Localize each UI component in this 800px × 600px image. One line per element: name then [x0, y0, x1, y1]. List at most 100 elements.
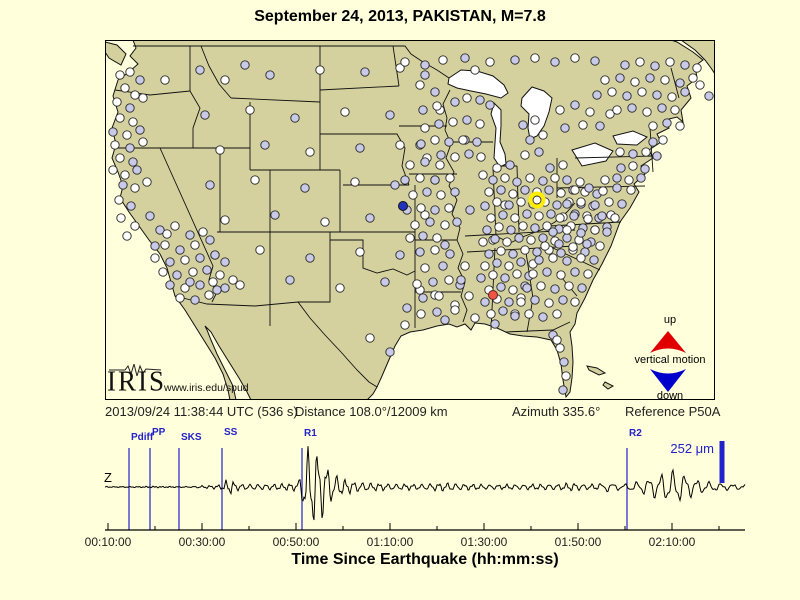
station-dot-selected-blue[interactable]	[398, 201, 408, 211]
station-dot	[438, 261, 448, 271]
station-dot	[534, 147, 544, 157]
station-dot	[492, 258, 502, 268]
station-dot	[138, 137, 148, 147]
phase-label-SS: SS	[224, 427, 238, 438]
station-dot	[558, 295, 568, 305]
station-dot	[494, 222, 504, 232]
tick-label: 01:10:00	[367, 535, 414, 549]
station-dot	[305, 147, 315, 157]
station-dot	[418, 293, 428, 303]
station-dot	[180, 283, 190, 293]
station-dot	[542, 267, 552, 277]
station-dot	[498, 306, 508, 316]
station-dot	[556, 270, 566, 280]
station-dot	[162, 229, 172, 239]
station-dot	[160, 240, 170, 250]
station-dot	[428, 277, 438, 287]
station-dot	[576, 197, 586, 207]
station-dot	[569, 211, 579, 221]
station-dot	[548, 253, 558, 263]
station-dot	[115, 113, 125, 123]
station-dot	[135, 125, 145, 135]
station-dot	[458, 135, 468, 145]
station-dot	[335, 283, 345, 293]
station-dot	[436, 190, 446, 200]
station-dot	[380, 277, 390, 287]
station-dot	[435, 160, 445, 170]
station-dot	[520, 150, 530, 160]
station-dot	[430, 175, 440, 185]
station-dot	[220, 283, 230, 293]
station-dots	[108, 53, 714, 395]
station-dot	[570, 100, 580, 110]
station-dot	[530, 53, 540, 63]
station-dot	[490, 234, 500, 244]
station-dot	[562, 175, 572, 185]
station-dot	[510, 55, 520, 65]
station-dot	[506, 225, 516, 235]
station-dot	[412, 279, 422, 289]
station-dot	[464, 149, 474, 159]
station-dot	[430, 87, 440, 97]
station-dot	[704, 91, 714, 101]
station-dot	[400, 175, 410, 185]
station-dot	[602, 227, 612, 237]
station-dot	[480, 201, 490, 211]
station-map	[104, 39, 716, 401]
station-dot	[165, 257, 175, 267]
station-dot	[552, 200, 562, 210]
station-dot	[125, 67, 135, 77]
tick-label: 00:50:00	[273, 535, 320, 549]
station-dot	[260, 140, 270, 150]
station-dot	[185, 230, 195, 240]
lake-huron	[520, 86, 553, 140]
station-dot	[315, 65, 325, 75]
station-dot	[150, 253, 160, 263]
station-dot	[484, 187, 494, 197]
station-dot	[598, 186, 608, 196]
station-dot	[544, 298, 554, 308]
station-dot	[554, 239, 564, 249]
station-dot	[300, 183, 310, 193]
station-dot	[240, 60, 250, 70]
station-dot	[570, 267, 580, 277]
iris-url[interactable]: www.iris.edu/spud	[164, 382, 249, 394]
station-dot	[438, 55, 448, 65]
station-dot	[205, 235, 215, 245]
motion-arrows	[650, 331, 686, 392]
station-dot	[518, 221, 528, 231]
station-dot	[465, 205, 475, 215]
station-dot	[525, 173, 535, 183]
station-dot	[562, 256, 572, 266]
station-dot	[440, 240, 450, 250]
station-dot	[538, 176, 548, 186]
station-dot	[524, 309, 534, 319]
station-dot	[556, 248, 566, 258]
station-dot	[160, 75, 170, 85]
station-dot	[486, 213, 496, 223]
station-dot	[486, 309, 496, 319]
station-dot	[528, 269, 538, 279]
station-dot	[508, 189, 518, 199]
station-dot	[452, 217, 462, 227]
station-dot	[415, 247, 425, 257]
station-dot	[612, 105, 622, 115]
station-dot	[657, 103, 667, 113]
station-dot	[620, 60, 630, 70]
station-dot	[450, 305, 460, 315]
station-dot-selected-red[interactable]	[488, 290, 498, 300]
station-dot	[432, 233, 442, 243]
logo-seismogram-icon	[109, 364, 161, 376]
status-reference: Reference P50A	[625, 404, 721, 419]
station-dot	[544, 185, 554, 195]
station-dot	[624, 175, 634, 185]
station-dot	[445, 173, 455, 183]
station-dot	[675, 78, 685, 88]
station-dot	[480, 297, 490, 307]
station-dot	[597, 211, 607, 221]
station-dot	[395, 250, 405, 260]
station-dot	[628, 161, 638, 171]
station-dot	[665, 57, 675, 67]
station-dot	[488, 270, 498, 280]
station-dot	[559, 357, 569, 367]
